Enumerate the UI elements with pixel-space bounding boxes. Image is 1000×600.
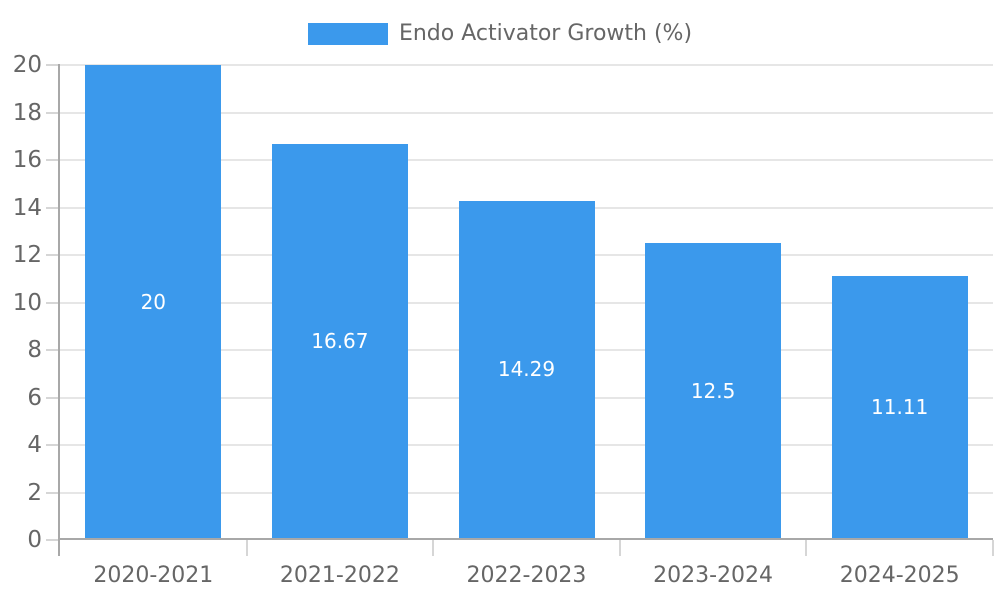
y-tick [46, 491, 60, 494]
y-tick-label: 10 [12, 289, 42, 316]
y-tick [46, 206, 60, 209]
y-tick [46, 349, 60, 351]
bar[interactable] [645, 243, 782, 538]
x-axis-label: 2021-2022 [279, 563, 400, 588]
legend-swatch-icon [307, 23, 388, 45]
y-tick [46, 64, 60, 66]
bar-value-label: 11.11 [871, 395, 929, 420]
y-tick [46, 159, 60, 161]
y-gridline [60, 159, 993, 161]
y-tick [46, 444, 60, 446]
y-tick-label: 0 [27, 527, 42, 553]
bar[interactable] [458, 200, 595, 538]
bar[interactable] [271, 144, 408, 538]
y-tick-label: 16 [12, 147, 42, 173]
y-tick-label: 2 [27, 479, 42, 506]
y-tick [46, 396, 60, 399]
y-gridline [60, 111, 993, 114]
bar-value-label: 16.67 [311, 329, 369, 354]
x-axis-line [58, 538, 993, 540]
y-tick-label: 8 [27, 337, 42, 363]
y-tick [46, 111, 60, 114]
bar-value-label: 14.29 [497, 357, 556, 382]
y-tick-label: 18 [12, 99, 42, 126]
y-tick [46, 539, 60, 541]
x-tick [618, 540, 621, 556]
y-tick [46, 254, 60, 256]
legend[interactable]: Endo Activator Growth (%) [0, 21, 1000, 47]
bar-value-label: 20 [140, 289, 167, 314]
x-axis-label: 2020-2021 [93, 563, 214, 588]
x-axis-label: 2023-2024 [653, 563, 774, 588]
y-tick-label: 6 [27, 384, 42, 411]
x-tick [245, 540, 248, 556]
y-axis-line [58, 64, 60, 556]
bar-value-label: 12.5 [690, 378, 736, 403]
x-tick [992, 540, 994, 556]
y-gridline [60, 64, 993, 66]
x-axis-label: 2022-2023 [466, 563, 587, 588]
x-tick [805, 540, 808, 556]
y-tick-label: 20 [12, 52, 42, 78]
y-tick-label: 12 [12, 242, 42, 268]
x-axis-label: 2024-2025 [839, 563, 960, 588]
y-tick-label: 14 [12, 194, 42, 221]
y-tick-label: 4 [27, 432, 42, 458]
bar[interactable] [831, 276, 968, 538]
legend-label: Endo Activator Growth (%) [398, 21, 693, 46]
bar[interactable] [85, 65, 222, 538]
y-tick [46, 301, 60, 304]
x-tick [432, 540, 435, 556]
